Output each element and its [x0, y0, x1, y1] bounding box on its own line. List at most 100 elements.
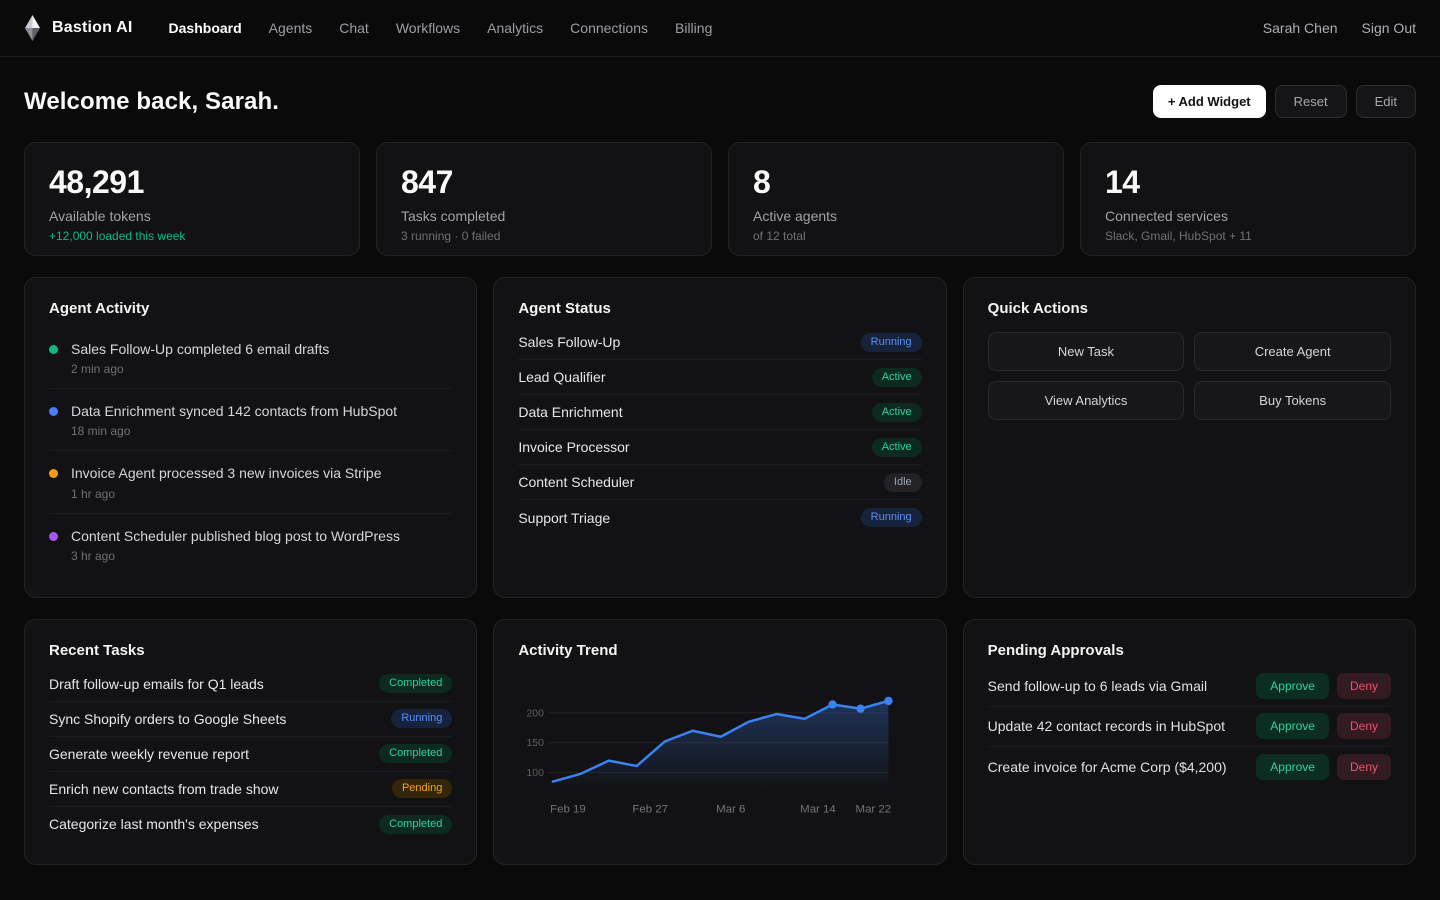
sign-out-link[interactable]: Sign Out — [1361, 20, 1416, 36]
widgets-row-1: Agent Activity Sales Follow-Up completed… — [24, 277, 1416, 598]
agent-status-card: Agent Status Sales Follow-Up Running Lea… — [493, 277, 947, 598]
stat-sub: Slack, Gmail, HubSpot + 11 — [1105, 229, 1252, 244]
activity-list: Sales Follow-Up completed 6 email drafts… — [49, 327, 453, 575]
quick-actions-card: Quick Actions New Task Create Agent View… — [962, 277, 1416, 598]
nav-link-chat[interactable]: Chat — [339, 20, 369, 36]
deny-button[interactable]: Deny — [1336, 753, 1391, 780]
status-badge: Active — [871, 437, 922, 457]
activity-item: Data Enrichment synced 142 contacts from… — [49, 389, 453, 452]
buy-tokens-button[interactable]: Buy Tokens — [1194, 381, 1391, 420]
stat-value: 48,291 — [49, 164, 144, 200]
card-title: Activity Trend — [518, 641, 618, 659]
stat-label: Tasks completed — [401, 208, 506, 225]
nav-link-connections[interactable]: Connections — [570, 20, 648, 36]
task-name: Draft follow-up emails for Q1 leads — [49, 675, 264, 692]
user-name[interactable]: Sarah Chen — [1262, 20, 1338, 36]
add-widget-button[interactable]: + Add Widget — [1152, 85, 1266, 118]
agent-name: Content Scheduler — [518, 474, 635, 490]
agent-status-row: Invoice Processor Active — [518, 430, 922, 465]
create-agent-button[interactable]: Create Agent — [1194, 332, 1391, 371]
dashboard-page: Welcome back, Sarah. + Add Widget Reset … — [0, 57, 1440, 865]
agent-name: Data Enrichment — [518, 404, 623, 420]
activity-trend-card: Activity Trend 100 150 200 Feb 19 Feb 27 Mar … — [493, 618, 947, 865]
status-badge: Active — [871, 402, 922, 422]
nav-link-workflows[interactable]: Workflows — [395, 20, 461, 36]
task-name: Sync Shopify orders to Google Sheets — [49, 710, 287, 727]
card-title: Quick Actions — [987, 300, 1088, 317]
card-title: Pending Approvals — [987, 641, 1124, 659]
approve-button[interactable]: Approve — [1256, 673, 1329, 700]
status-dot-icon — [49, 345, 58, 354]
approval-text: Update 42 contact records in HubSpot — [987, 718, 1226, 735]
approval-actions: Approve Deny — [1256, 673, 1391, 700]
activity-text: Sales Follow-Up completed 6 email drafts — [71, 341, 330, 357]
activity-text: Content Scheduler published blog post to… — [71, 527, 400, 544]
task-name: Generate weekly revenue report — [49, 745, 249, 762]
view-analytics-button[interactable]: View Analytics — [987, 381, 1185, 420]
approval-row: Update 42 contact records in HubSpot App… — [987, 707, 1391, 747]
stats-grid: 48,291 Available tokens +12,000 loaded t… — [24, 142, 1416, 256]
stat-sub: +12,000 loaded this week — [49, 229, 186, 244]
stat-value: 847 — [401, 164, 453, 200]
nav-user-area: Sarah Chen Sign Out — [1263, 20, 1416, 36]
svg-text:Mar 6: Mar 6 — [716, 803, 745, 815]
stat-label: Connected services — [1105, 208, 1228, 225]
task-row: Categorize last month's expenses Complet… — [49, 807, 453, 842]
card-title: Recent Tasks — [49, 641, 145, 659]
approve-button[interactable]: Approve — [1256, 753, 1329, 780]
stat-sub: 3 running · 0 failed — [401, 229, 501, 244]
svg-text:Feb 19: Feb 19 — [550, 803, 586, 815]
approve-button[interactable]: Approve — [1256, 713, 1329, 740]
status-badge: Running — [860, 332, 922, 352]
activity-item: Content Scheduler published blog post to… — [49, 514, 452, 575]
approval-row: Create invoice for Acme Corp ($4,200) Ap… — [988, 747, 1391, 787]
task-name: Categorize last month's expenses — [49, 816, 259, 833]
stat-label: Active agents — [753, 208, 838, 225]
approval-actions: Approve Deny — [1256, 713, 1391, 740]
stat-value: 8 — [753, 164, 771, 200]
quick-actions-grid: New Task Create Agent View Analytics Buy… — [987, 332, 1391, 420]
nav-link-billing[interactable]: Billing — [675, 20, 713, 36]
task-name: Enrich new contacts from trade show — [49, 780, 279, 797]
svg-text:100: 100 — [527, 768, 545, 779]
status-dot-icon — [49, 531, 58, 541]
header-actions: + Add Widget Reset Edit — [1152, 85, 1416, 118]
chart-container: 100 150 200 Feb 19 Feb 27 Mar 6 Mar 14 Mar 22 — [518, 673, 921, 827]
activity-item: Invoice Agent processed 3 new invoices v… — [49, 451, 453, 514]
status-badge: Running — [860, 508, 922, 527]
agent-name: Lead Qualifier — [518, 369, 606, 385]
recent-tasks-card: Recent Tasks Draft follow-up emails for … — [24, 618, 478, 865]
new-task-button[interactable]: New Task — [987, 332, 1185, 371]
gem-logo-icon — [25, 15, 40, 41]
card-title: Agent Activity — [49, 300, 150, 317]
svg-text:Mar 22: Mar 22 — [856, 803, 892, 815]
pending-approvals-card: Pending Approvals Send follow-up to 6 le… — [962, 618, 1416, 865]
agent-status-row: Lead Qualifier Active — [518, 360, 922, 395]
deny-button[interactable]: Deny — [1336, 673, 1391, 700]
nav-links: Dashboard Agents Chat Workflows Analytic… — [169, 20, 1263, 36]
reset-button[interactable]: Reset — [1274, 85, 1347, 118]
activity-trend-chart: 100 150 200 Feb 19 Feb 27 Mar 6 Mar 14 Mar 22 — [527, 696, 893, 815]
recent-tasks-list: Draft follow-up emails for Q1 leads Comp… — [49, 667, 453, 842]
status-dot-icon — [49, 469, 58, 479]
agent-name: Support Triage — [518, 509, 611, 526]
activity-text: Data Enrichment synced 142 contacts from… — [71, 403, 398, 420]
task-row: Sync Shopify orders to Google Sheets Run… — [49, 702, 453, 737]
task-status-badge: Completed — [379, 814, 453, 834]
task-status-badge: Completed — [379, 744, 453, 764]
task-row: Enrich new contacts from trade show Pend… — [49, 772, 453, 807]
edit-button[interactable]: Edit — [1355, 85, 1416, 118]
activity-time: 1 hr ago — [71, 486, 116, 501]
svg-text:150: 150 — [527, 738, 545, 749]
approvals-list: Send follow-up to 6 leads via Gmail Appr… — [987, 667, 1391, 787]
task-row: Draft follow-up emails for Q1 leads Comp… — [49, 667, 453, 702]
agent-status-list: Sales Follow-Up Running Lead Qualifier A… — [518, 325, 922, 535]
nav-link-agents[interactable]: Agents — [268, 20, 313, 36]
status-dot-icon — [49, 407, 58, 417]
nav-link-analytics[interactable]: Analytics — [487, 20, 544, 36]
brand-name: Bastion AI — [52, 19, 133, 36]
deny-button[interactable]: Deny — [1336, 713, 1391, 740]
nav-link-dashboard[interactable]: Dashboard — [168, 20, 242, 36]
stat-value: 14 — [1105, 164, 1140, 200]
task-status-badge: Running — [391, 709, 453, 729]
